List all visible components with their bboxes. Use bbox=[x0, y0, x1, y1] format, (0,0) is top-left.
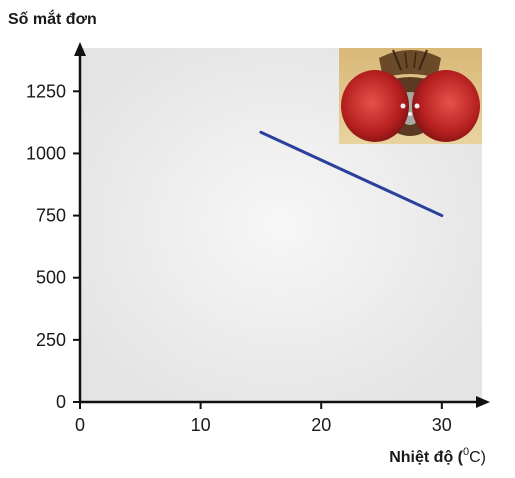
y-tick-label: 0 bbox=[56, 392, 66, 412]
fly-head-icon bbox=[339, 48, 482, 144]
fly-head-photo bbox=[339, 48, 482, 144]
x-tick-label: 30 bbox=[432, 415, 452, 435]
y-tick-label: 1250 bbox=[26, 81, 66, 101]
x-axis-title-unit: C) bbox=[469, 449, 486, 466]
x-tick-label: 20 bbox=[311, 415, 331, 435]
ticks-layer: 0 10 20 30 0 250 500 750 1000 1250 bbox=[26, 81, 452, 435]
x-tick-label: 10 bbox=[191, 415, 211, 435]
y-tick-label: 250 bbox=[36, 330, 66, 350]
x-tick-label: 0 bbox=[75, 415, 85, 435]
y-tick-label: 500 bbox=[36, 268, 66, 288]
y-tick-label: 1000 bbox=[26, 143, 66, 163]
series-line bbox=[259, 130, 444, 218]
y-axis-title: Số mắt đơn bbox=[8, 9, 97, 28]
y-tick-label: 750 bbox=[36, 206, 66, 226]
x-axis-title-superscript: 0 bbox=[463, 446, 469, 458]
series-layer bbox=[259, 130, 444, 218]
x-axis-arrow bbox=[476, 396, 490, 408]
y-axis-arrow bbox=[74, 42, 86, 56]
x-axis-title-main: Nhiệt độ ( bbox=[389, 449, 463, 466]
x-axis-title: Nhiệt độ (0C) bbox=[389, 446, 486, 466]
